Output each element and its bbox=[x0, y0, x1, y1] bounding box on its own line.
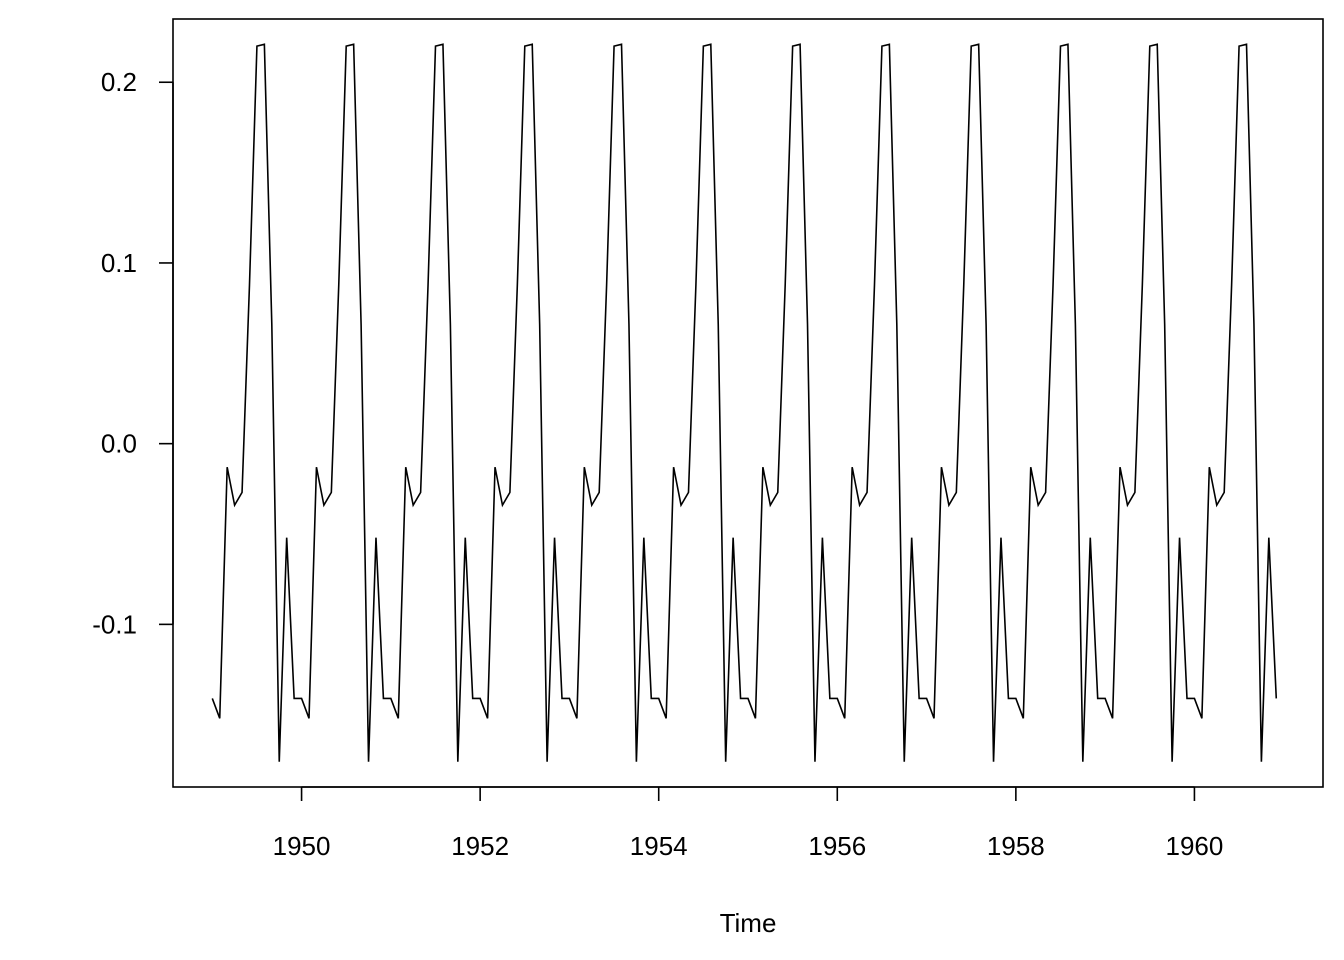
x-axis: 1950 1952 1954 1956 1958 1960 bbox=[273, 786, 1224, 861]
x-tick-label: 1954 bbox=[630, 831, 688, 861]
x-tick-label: 1960 bbox=[1166, 831, 1224, 861]
y-tick-label: 0.0 bbox=[101, 429, 137, 459]
x-axis-title: Time bbox=[720, 908, 777, 938]
y-tick-label: 0.1 bbox=[101, 248, 137, 278]
series-line bbox=[211, 43, 1278, 762]
x-tick-label: 1956 bbox=[808, 831, 866, 861]
series-layer bbox=[211, 43, 1278, 762]
y-tick-label: -0.1 bbox=[92, 609, 137, 639]
x-tick-label: 1952 bbox=[451, 831, 509, 861]
x-tick-label: 1950 bbox=[273, 831, 331, 861]
x-tick-label: 1958 bbox=[987, 831, 1045, 861]
y-tick-label: 0.2 bbox=[101, 67, 137, 97]
plot-frame bbox=[172, 18, 1324, 788]
y-axis: -0.1 0.0 0.1 0.2 bbox=[92, 67, 174, 639]
